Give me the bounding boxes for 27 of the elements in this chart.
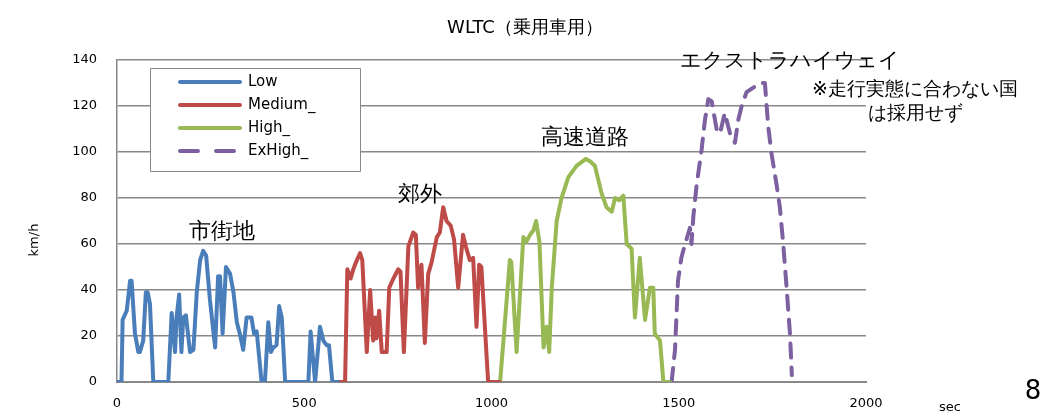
chart-title: WLTC（乗用車用） (447, 15, 603, 37)
annotation: 高速道路 (541, 123, 629, 149)
annotation: 郊外 (398, 180, 442, 206)
annotation: ※走行実態に合わない国は採用せず (812, 76, 1018, 123)
y-tick-label: 120 (72, 97, 97, 113)
y-tick-label: 100 (72, 143, 97, 159)
text: 8 (1024, 374, 1042, 405)
y-tick-label: 60 (80, 235, 97, 251)
x-tick-label: 0 (112, 395, 122, 411)
y-axis-title: km/h (26, 223, 42, 257)
legend-label: High_ (248, 117, 291, 137)
x-tick-label: 500 (291, 395, 317, 411)
y-tick-label: 0 (88, 373, 97, 389)
legend-label: ExHigh_ (248, 140, 309, 160)
y-tick-label: 20 (80, 327, 97, 343)
annotation: 市街地 (189, 217, 255, 243)
x-tick-label: 1000 (474, 395, 509, 411)
line-series (669, 81, 794, 382)
y-tick-label: 140 (72, 51, 97, 67)
y-tick-label: 40 (80, 281, 97, 297)
y-tick-label: 80 (80, 189, 97, 205)
annotation: エクストラハイウェイ (680, 48, 900, 73)
x-tick-label: 1500 (662, 395, 696, 411)
legend-label: Low (248, 71, 278, 90)
legend-label: Medium_ (248, 94, 316, 114)
x-tick-label: 2000 (849, 395, 883, 411)
x-axis-title: sec (939, 399, 961, 415)
